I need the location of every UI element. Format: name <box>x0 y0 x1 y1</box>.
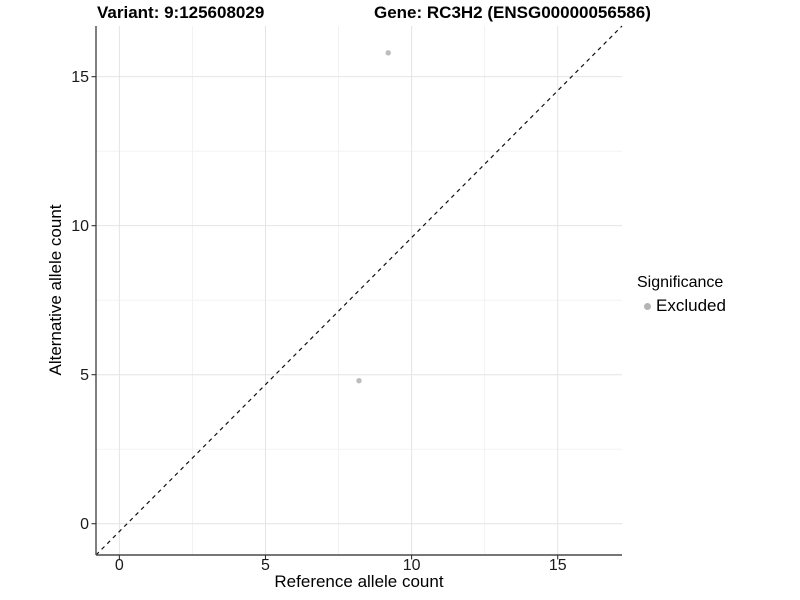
x-tick-label: 10 <box>403 557 421 574</box>
variant-title: Variant: 9:125608029 <box>97 3 265 22</box>
legend-item-excluded: Excluded <box>637 296 726 316</box>
legend-title: Significance <box>637 274 724 291</box>
x-tick-label: 15 <box>549 557 567 574</box>
identity-line <box>95 25 623 556</box>
y-axis-title: Alternative allele count <box>46 204 65 376</box>
legend-item-label: Excluded <box>656 296 726 315</box>
data-point-excluded <box>385 50 391 56</box>
y-tick-label: 15 <box>71 69 89 86</box>
gene-title: Gene: RC3H2 (ENSG00000056586) <box>374 3 651 22</box>
x-axis-title: Reference allele count <box>274 572 444 591</box>
x-tick-label: 0 <box>115 557 124 574</box>
excluded-point-icon <box>644 302 651 310</box>
data-point-excluded <box>356 377 362 384</box>
y-tick-label: 5 <box>80 367 89 384</box>
y-tick-label: 0 <box>80 516 89 533</box>
x-tick-label: 5 <box>261 557 270 574</box>
y-tick-label: 10 <box>71 218 89 235</box>
legend: Significance Excluded <box>637 274 726 316</box>
